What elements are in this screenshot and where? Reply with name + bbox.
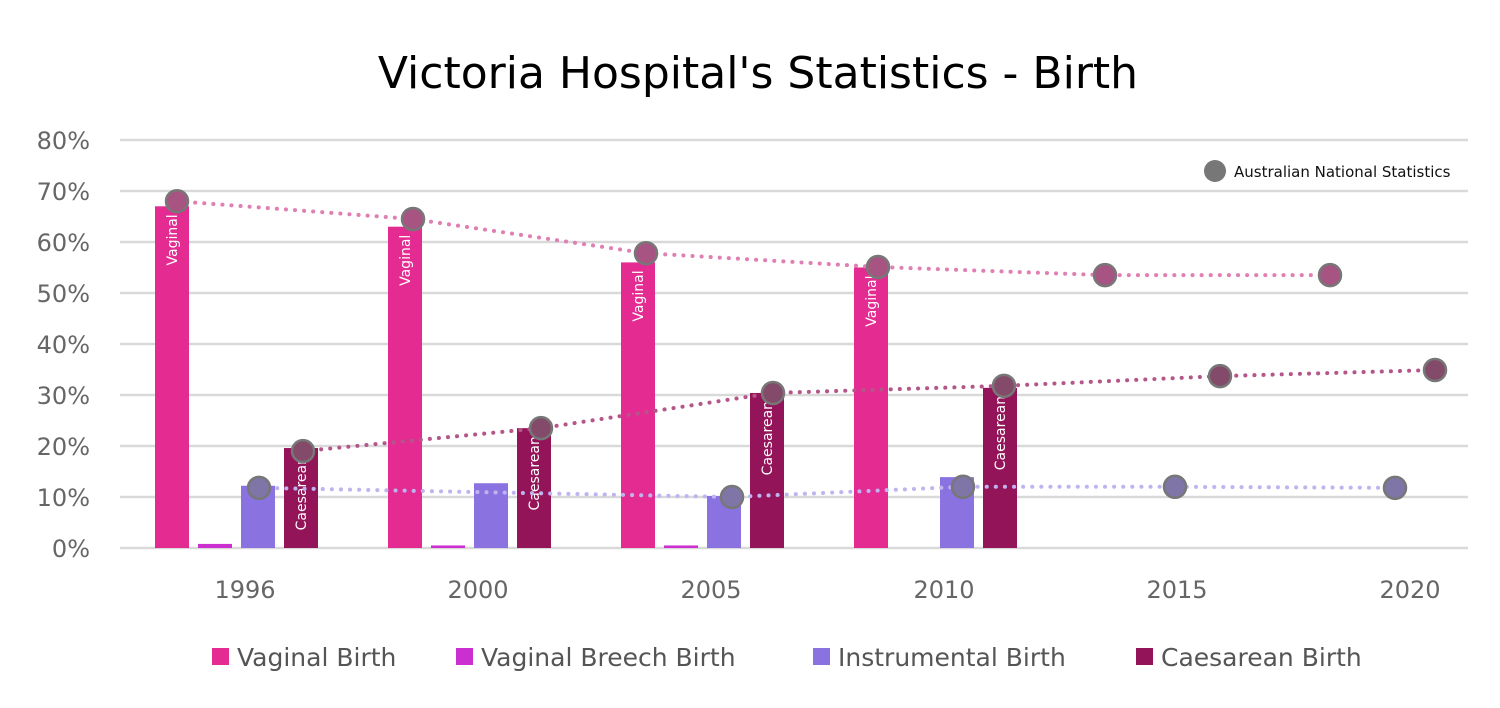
y-tick-label: 20% — [37, 433, 90, 461]
x-tick-label: 1996 — [214, 576, 275, 604]
bar-vaginal-breech-birth — [664, 545, 698, 548]
national-marker-overlay — [1092, 262, 1118, 288]
bar-label: Caesarean — [760, 401, 776, 475]
y-tick-label: 0% — [52, 535, 90, 563]
y-tick-label: 80% — [37, 127, 90, 155]
national-marker-overlay — [991, 373, 1017, 399]
y-tick-label: 70% — [37, 178, 90, 206]
national-marker-overlay — [950, 474, 976, 500]
bar-vaginal-birth — [388, 226, 422, 548]
national-legend-label: Australian National Statistics — [1234, 163, 1451, 181]
national-marker-overlay — [290, 438, 316, 464]
national-trend-line — [175, 199, 1332, 278]
national-trend-line — [301, 368, 1437, 454]
national-marker-overlay — [246, 475, 272, 501]
bar-caesarean-birth — [983, 387, 1017, 548]
x-tick-label: 2015 — [1146, 576, 1207, 604]
national-marker-overlay — [1317, 262, 1343, 288]
legend-label: Vaginal Birth — [237, 643, 396, 672]
x-tick-label: 2000 — [447, 576, 508, 604]
y-tick-label: 10% — [37, 484, 90, 512]
y-tick-label: 40% — [37, 331, 90, 359]
legend-label: Instrumental Birth — [838, 643, 1066, 672]
bar-vaginal-breech-birth — [198, 543, 232, 548]
national-marker-overlay — [719, 484, 745, 510]
national-marker-overlay — [865, 254, 891, 280]
legend-swatch — [212, 648, 229, 665]
x-tick-label: 2005 — [680, 576, 741, 604]
bar-label: Caesarean — [527, 436, 543, 510]
bar-label: Vaginal — [864, 276, 880, 327]
national-marker-overlay — [400, 206, 426, 232]
bar-caesarean-birth — [517, 428, 551, 548]
bar-instrumental-birth — [474, 483, 508, 548]
legend-label: Vaginal Breech Birth — [481, 643, 736, 672]
national-marker-overlay — [1382, 475, 1408, 501]
bar-label: Caesarean — [294, 456, 310, 530]
bar-label: Vaginal — [398, 235, 414, 286]
national-marker-overlay — [1162, 474, 1188, 500]
y-tick-label: 60% — [37, 229, 90, 257]
bar-label: Vaginal — [165, 214, 181, 265]
bar-vaginal-birth — [155, 206, 189, 549]
bar-vaginal-birth — [854, 267, 888, 548]
national-marker-overlay — [1422, 357, 1448, 383]
national-trend-line — [257, 484, 1397, 500]
national-marker-overlay — [528, 415, 554, 441]
y-tick-label: 50% — [37, 280, 90, 308]
national-marker-overlay — [164, 188, 190, 214]
bar-label: Caesarean — [993, 396, 1009, 470]
bar-vaginal-birth — [621, 262, 655, 548]
legend-swatch — [456, 648, 473, 665]
national-marker-overlay — [760, 380, 786, 406]
national-marker-overlay — [1207, 363, 1233, 389]
legend-swatch — [1136, 648, 1153, 665]
legend-swatch — [813, 648, 830, 665]
bar-caesarean-birth — [284, 448, 318, 548]
chart-title: Victoria Hospital's Statistics - Birth — [378, 48, 1138, 99]
bar-caesarean-birth — [750, 392, 784, 548]
national-legend-marker — [1204, 160, 1226, 182]
bar-label: Vaginal — [631, 270, 647, 321]
x-tick-label: 2010 — [913, 576, 974, 604]
x-tick-label: 2020 — [1379, 576, 1440, 604]
y-tick-label: 30% — [37, 382, 90, 410]
legend-label: Caesarean Birth — [1161, 643, 1362, 672]
bar-vaginal-breech-birth — [431, 545, 465, 548]
national-marker-overlay — [633, 240, 659, 266]
